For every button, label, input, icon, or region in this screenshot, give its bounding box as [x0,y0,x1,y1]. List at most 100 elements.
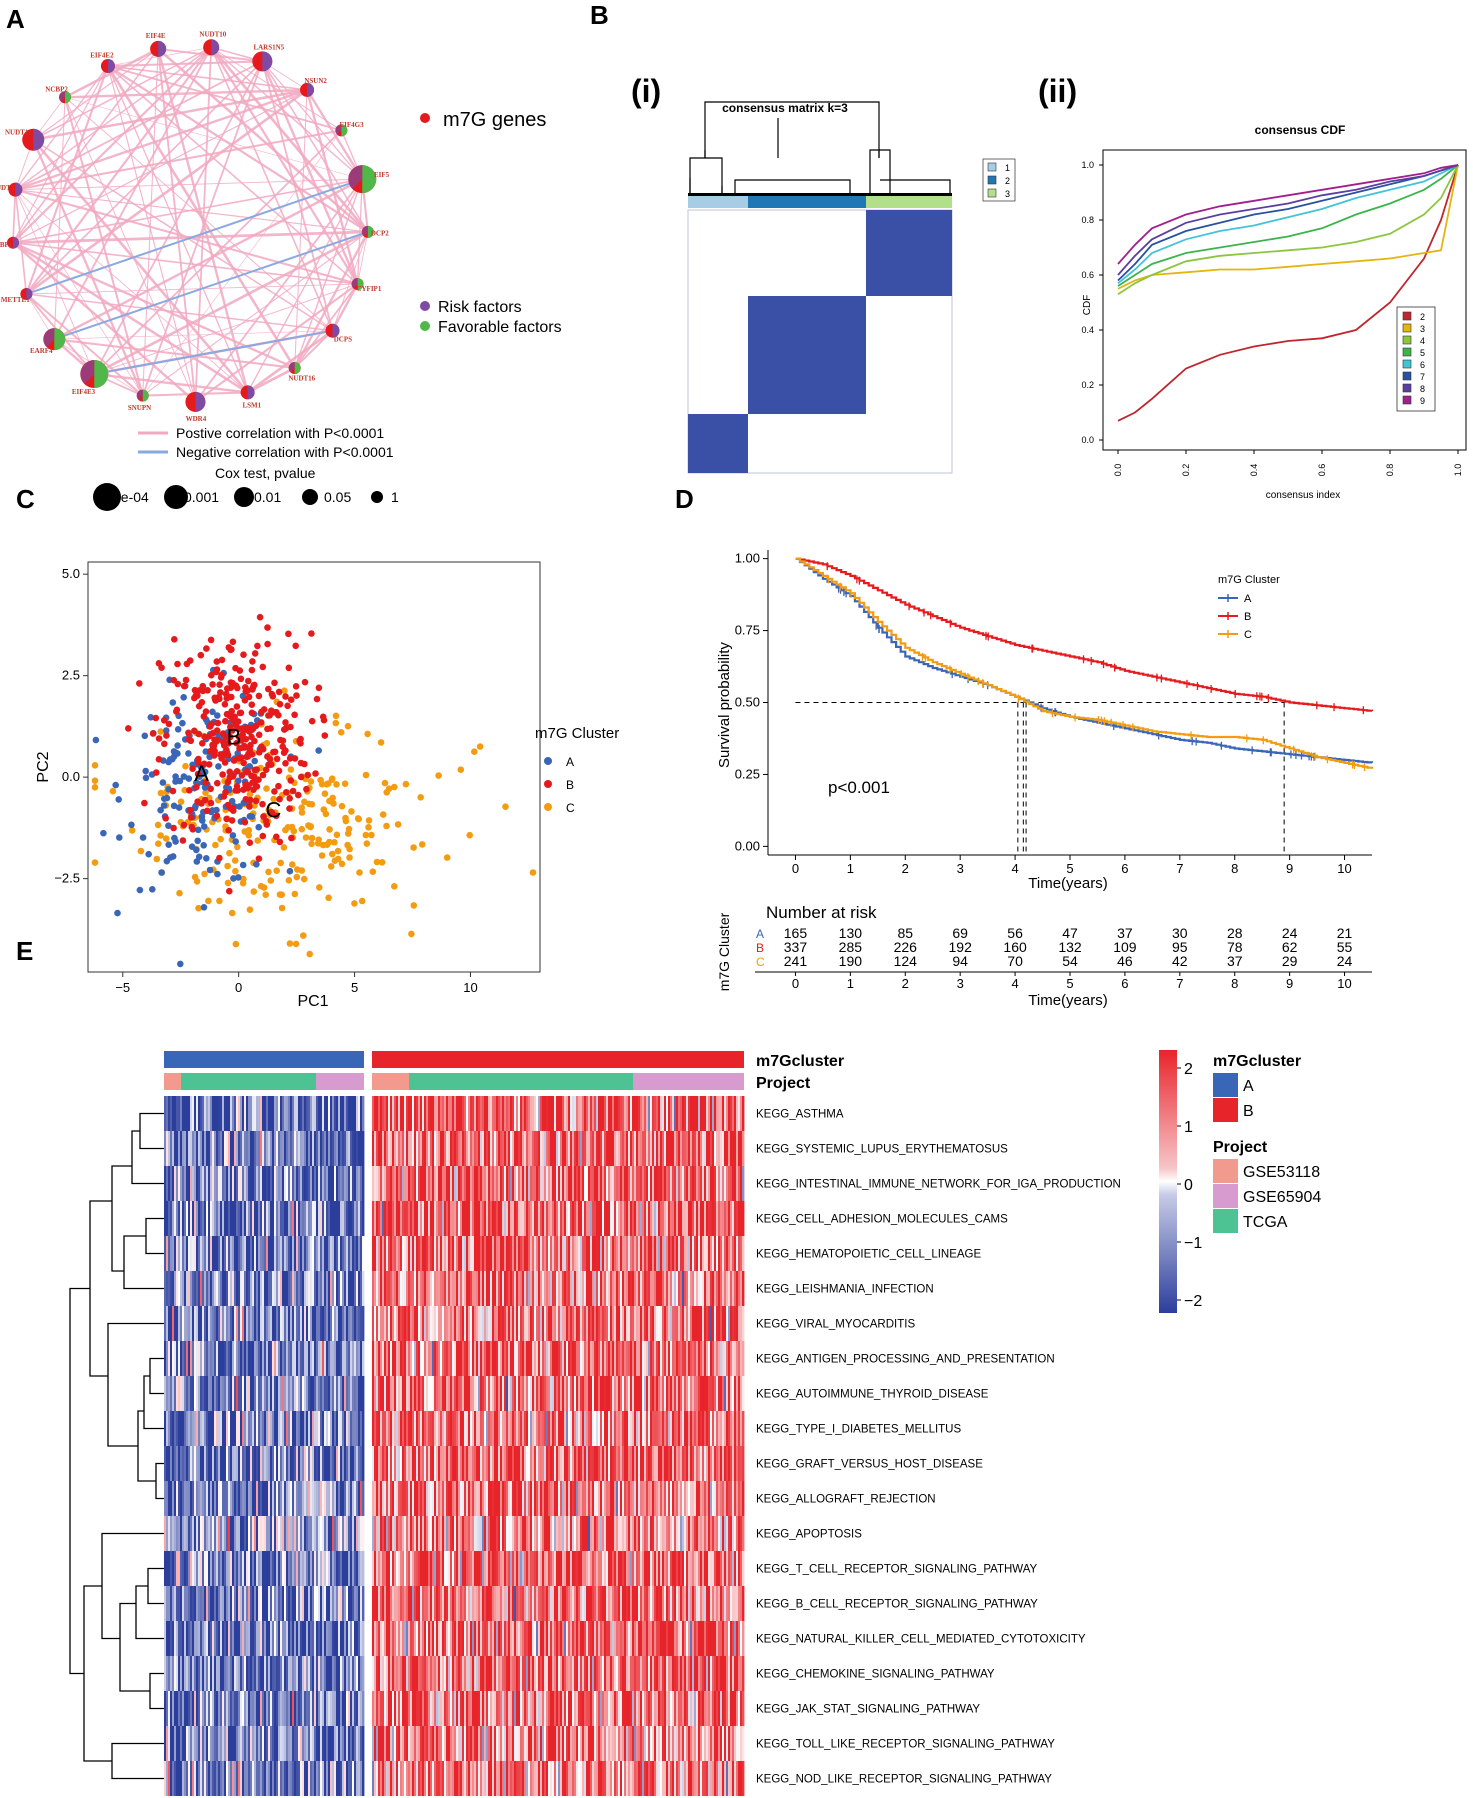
heatmap-cell [234,1376,237,1411]
survival-legend-label: B [1244,611,1251,623]
risk-count: 190 [839,953,863,969]
heatmap-cell [682,1236,685,1271]
heatmap-cell [380,1341,383,1376]
heatmap-cell [220,1621,223,1656]
heatmap-cell [490,1271,493,1306]
heatmap-cell [184,1481,187,1516]
heatmap-cell [524,1271,527,1306]
heatmap-cell [418,1341,421,1376]
heatmap-cell [638,1096,641,1131]
heatmap-cell [308,1586,311,1621]
heatmap-cell [464,1096,467,1131]
heatmap-cell [230,1131,233,1166]
heatmap-cell [596,1236,599,1271]
heatmap-cell [292,1236,295,1271]
heatmap-cell [308,1446,311,1481]
heatmap-cell [670,1271,673,1306]
heatmap-cell [326,1446,329,1481]
heatmap-cell [524,1236,527,1271]
heatmap-cell [188,1656,191,1691]
risk-slice [262,51,273,72]
heatmap-cell [312,1166,315,1201]
heatmap-cell [532,1131,535,1166]
heatmap-cell [258,1341,261,1376]
pca-point-C [329,794,337,802]
heatmap-cell [298,1551,301,1586]
heatmap-cell [490,1236,493,1271]
heatmap-cell [512,1096,515,1131]
heatmap-cell [510,1201,513,1236]
heatmap-cell [168,1271,171,1306]
heatmap-cell [704,1341,707,1376]
heatmap-cell [300,1516,303,1551]
heatmap-cell [432,1236,435,1271]
heatmap-cell [658,1271,661,1306]
heatmap-cell [572,1376,575,1411]
heatmap-cell [556,1271,559,1306]
heatmap-cell [674,1271,677,1306]
heatmap-cell [350,1726,353,1761]
heatmap-cell [276,1096,279,1131]
heatmap-cell [602,1236,605,1271]
risk-slice [348,165,363,189]
pca-point-B [288,834,295,842]
heatmap-cell [642,1166,645,1201]
heatmap-cell [500,1096,503,1131]
heatmap-cell [384,1236,387,1271]
heatmap-cell [348,1096,351,1131]
heatmap-cell [686,1236,689,1271]
heatmap-cell [202,1411,205,1446]
pca-point-C [308,801,316,808]
risk-time-label: 1 [847,976,854,991]
positive-edge [94,372,248,394]
heatmap-cell [304,1166,307,1201]
heatmap-cell [580,1096,583,1131]
heatmap-cell [224,1096,227,1131]
heatmap-cell [434,1131,437,1166]
heatmap-cell [318,1411,321,1446]
heatmap-cell [680,1341,683,1376]
heatmap-cell [216,1551,219,1586]
heatmap-cell [304,1621,307,1656]
pca-point-B [301,678,309,686]
pca-point-B [187,806,194,814]
pca-point-B [265,685,272,693]
heatmap-cell [260,1481,263,1516]
heatmap-cell [308,1726,311,1761]
heatmap-cell [254,1551,257,1586]
pca-point-C [280,844,288,851]
heatmap-cell [330,1761,333,1796]
heatmap-cell [286,1166,289,1201]
pca-point-B [238,725,245,732]
heatmap-cell [476,1131,479,1166]
heatmap-cell [596,1306,599,1341]
heatmap-cell [676,1236,679,1271]
heatmap-cell [668,1271,671,1306]
heatmap-cell [572,1341,575,1376]
heatmap-cell [236,1411,239,1446]
heatmap-cell [304,1376,307,1411]
heatmap-cell [334,1411,337,1446]
heatmap-cell [204,1271,207,1306]
heatmap-cell [294,1551,297,1586]
pca-point-C [91,762,99,769]
heatmap-cell [306,1236,309,1271]
heatmap-cell [494,1236,497,1271]
heatmap-cell [562,1306,565,1341]
heatmap-cell [356,1691,359,1726]
heatmap-cell [396,1131,399,1166]
heatmap-cell [628,1201,631,1236]
cox-size-1 [371,491,383,503]
heatmap-cell [426,1201,429,1236]
heatmap-cell [190,1656,193,1691]
heatmap-cell [586,1376,589,1411]
heatmap-cell [178,1166,181,1201]
heatmap-cell [184,1656,187,1691]
heatmap-cell [616,1376,619,1411]
heatmap-cell [352,1551,355,1586]
heatmap-cell [516,1341,519,1376]
heatmap-cell [510,1236,513,1271]
heatmap-cell [190,1516,193,1551]
heatmap-cell [266,1516,269,1551]
heatmap-cell [688,1306,691,1341]
